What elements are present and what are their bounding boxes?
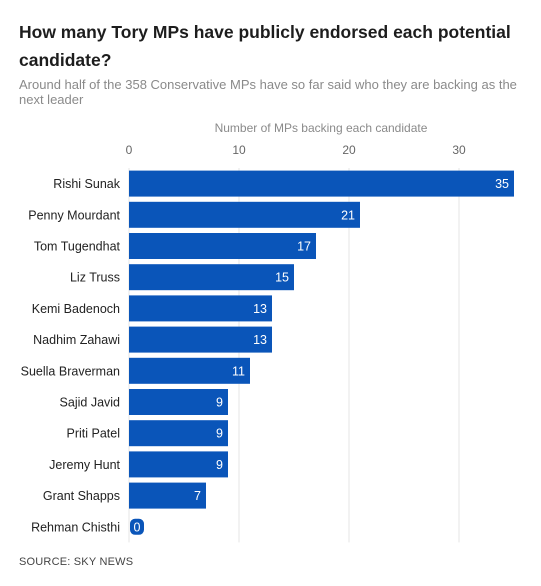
value-labels: 35 21 17 15 13 13 11 9 9 9 7 0	[134, 177, 510, 534]
x-tick-label: 30	[452, 143, 466, 157]
category-label: Suella Braverman	[21, 364, 120, 378]
category-label: Penny Mourdant	[28, 208, 120, 222]
bar	[129, 264, 294, 291]
bar	[129, 451, 228, 478]
x-tick-label: 10	[232, 143, 246, 157]
value-label: 17	[297, 240, 311, 254]
category-label: Rehman Chisthi	[31, 520, 120, 534]
bar	[129, 295, 272, 322]
value-label: 21	[341, 208, 355, 222]
category-label: Tom Tugendhat	[34, 240, 121, 254]
category-label: Grant Shapps	[43, 489, 120, 503]
value-label: 0	[134, 520, 141, 534]
value-label: 9	[216, 427, 223, 441]
category-label: Priti Patel	[67, 427, 121, 441]
grid-lines	[128, 168, 460, 543]
bar	[129, 201, 360, 228]
category-label: Kemi Badenoch	[32, 302, 120, 316]
bar	[129, 233, 316, 259]
bar	[129, 420, 228, 447]
value-label: 7	[194, 489, 201, 503]
bars	[129, 170, 514, 535]
x-tick-label: 20	[342, 143, 356, 157]
value-label: 11	[232, 364, 245, 378]
bar-zero-marker	[130, 518, 144, 535]
bar	[129, 326, 272, 353]
category-label: Jeremy Hunt	[49, 458, 120, 472]
value-label: 15	[275, 271, 289, 285]
bar	[129, 170, 514, 197]
category-label: Sajid Javid	[60, 396, 120, 410]
value-label: 9	[216, 458, 223, 472]
x-axis-ticks: 0 10 20 30	[126, 143, 466, 157]
bar	[129, 357, 250, 384]
category-labels: Rishi Sunak Penny Mourdant Tom Tugendhat Li…	[21, 177, 121, 534]
bar	[129, 482, 206, 509]
x-tick-label: 0	[126, 143, 133, 157]
chart-title: How many Tory MPs have publicly endorsed…	[19, 22, 511, 70]
value-label: 35	[495, 177, 509, 191]
category-label: Liz Truss	[70, 271, 120, 285]
x-axis-title: Number of MPs backing each candidate	[215, 121, 428, 135]
source-note: SOURCE: SKY NEWS	[19, 556, 134, 568]
category-label: Nadhim Zahawi	[33, 333, 120, 347]
bar	[129, 389, 228, 415]
value-label: 13	[253, 302, 267, 316]
category-label: Rishi Sunak	[53, 177, 120, 191]
chart-subtitle: Around half of the 358 Conservative MPs …	[19, 77, 517, 107]
value-label: 13	[253, 333, 267, 347]
value-label: 9	[216, 396, 223, 410]
